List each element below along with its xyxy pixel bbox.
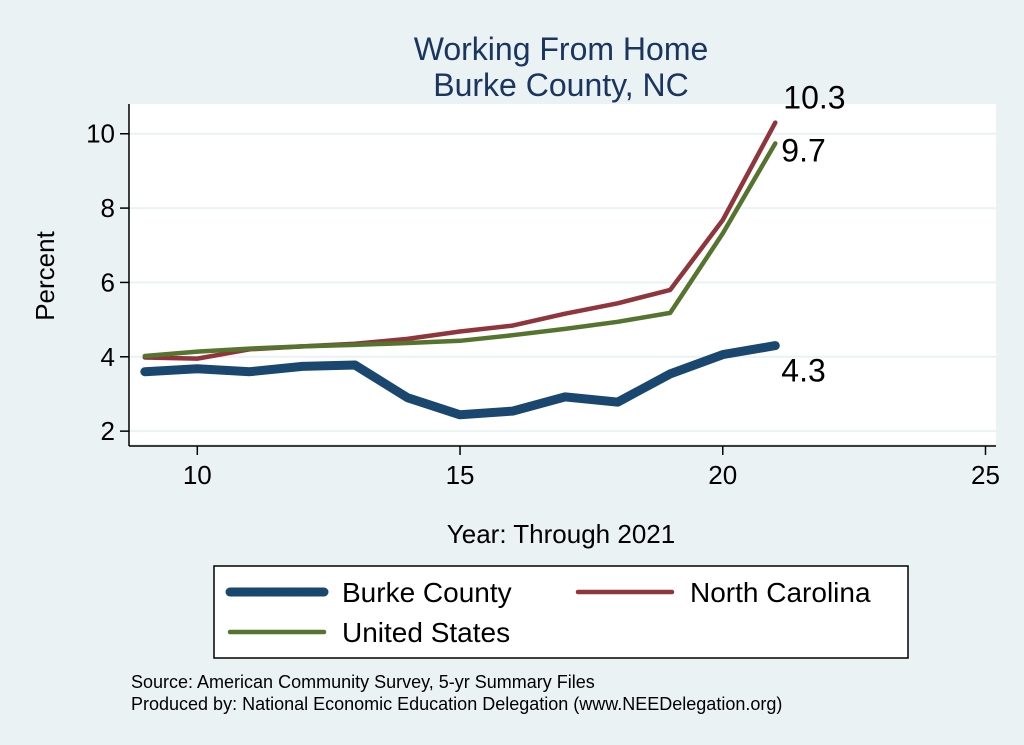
x-tick-label: 20: [708, 460, 737, 490]
axis-ticks: 2 4 6 8 10 10 15 20 25: [86, 119, 1000, 490]
legend: Burke County North Carolina United States: [225, 577, 871, 648]
end-labels: 4.3 10.3 9.7: [781, 80, 845, 389]
x-tick-label: 15: [446, 460, 475, 490]
x-tick-label: 10: [183, 460, 212, 490]
end-label-north-carolina: 10.3: [783, 80, 845, 116]
legend-label-burke-county: Burke County: [342, 577, 512, 608]
x-axis-label: Year: Through 2021: [447, 519, 675, 549]
y-tick-label: 6: [101, 267, 115, 297]
y-axis-label: Percent: [30, 230, 60, 320]
produced-by-note: Produced by: National Economic Education…: [131, 694, 782, 714]
end-label-burke-county: 4.3: [781, 353, 825, 389]
legend-box: [213, 565, 909, 659]
series-line-burke-county: [140, 341, 780, 420]
legend-label-united-states: United States: [342, 617, 510, 648]
series-lines: [140, 120, 780, 420]
end-label-united-states: 9.7: [781, 132, 825, 168]
legend-label-north-carolina: North Carolina: [690, 577, 871, 608]
y-tick-label: 10: [86, 119, 115, 149]
source-note: Source: American Community Survey, 5-yr …: [131, 672, 595, 692]
plot-area: [129, 104, 996, 444]
chart-title-line-1: Working From Home: [414, 31, 709, 67]
y-tick-label: 8: [101, 193, 115, 223]
series-line-united-states: [142, 141, 778, 359]
x-tick-label: 25: [971, 460, 1000, 490]
gridlines: [129, 132, 996, 433]
chart-title-line-2: Burke County, NC: [433, 67, 689, 103]
y-tick-label: 4: [101, 342, 115, 372]
y-tick-label: 2: [101, 416, 115, 446]
